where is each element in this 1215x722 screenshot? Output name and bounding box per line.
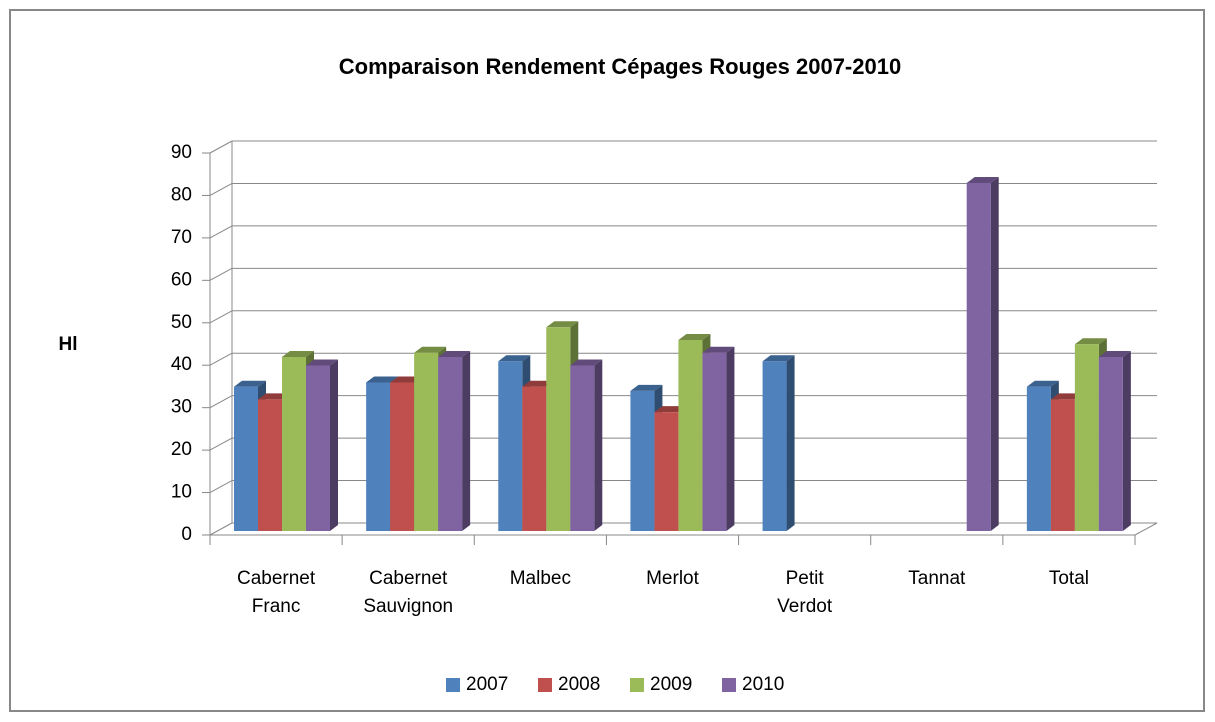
bar-top: [306, 359, 338, 366]
chart-border: [9, 9, 1205, 712]
bar: [1050, 399, 1075, 531]
bar: [1026, 386, 1051, 531]
y-axis-label: Hl: [59, 334, 78, 355]
legend-label: 2007: [466, 674, 508, 695]
bar: [306, 365, 330, 531]
bar: [390, 382, 415, 531]
grid-line: [209, 225, 233, 239]
bar: [498, 361, 523, 531]
bar-top: [546, 321, 579, 328]
legend-swatch: [630, 678, 644, 692]
legend-swatch: [722, 678, 736, 692]
legend-label: 2009: [650, 674, 692, 695]
bar: [234, 386, 258, 531]
bar: [1098, 356, 1123, 531]
legend-label: 2008: [558, 674, 600, 695]
bar: [366, 382, 391, 531]
x-tick-label: Total: [1049, 568, 1089, 589]
bar-top: [498, 355, 531, 362]
bar-side: [786, 355, 795, 531]
y-tick-label: 40: [171, 354, 192, 375]
y-tick-label: 30: [171, 397, 192, 418]
bar-side: [462, 350, 471, 531]
legend-label: 2010: [742, 674, 784, 695]
bar-top: [702, 346, 735, 353]
bar: [546, 327, 571, 531]
axis-line: [1134, 522, 1158, 536]
bar-top: [414, 346, 447, 353]
y-tick-label: 80: [171, 184, 192, 205]
x-tick-label: Cabernet Sauvignon: [363, 568, 453, 617]
x-tick-label: Malbec: [510, 568, 571, 589]
bar-top: [966, 176, 999, 183]
legend-swatch: [446, 678, 460, 692]
bar-top: [762, 355, 795, 362]
bar-top: [678, 334, 711, 340]
bar-top: [234, 380, 266, 387]
bar-top: [570, 359, 603, 366]
bar: [762, 361, 787, 531]
bar: [630, 390, 655, 531]
grid-line: [209, 395, 233, 409]
grid-line: [209, 352, 233, 366]
x-tick-label: Petit Verdot: [777, 568, 833, 617]
y-tick-label: 0: [181, 524, 192, 545]
bar: [678, 340, 703, 531]
y-tick-label: 70: [171, 227, 192, 248]
bar: [654, 412, 679, 531]
grid-line: [209, 437, 233, 451]
y-tick-label: 60: [171, 269, 192, 290]
bar-top: [1074, 338, 1107, 345]
bar-side: [726, 346, 735, 531]
grid-line: [209, 522, 233, 536]
bar: [702, 352, 727, 531]
grid-line: [209, 183, 233, 196]
x-tick-label: Tannat: [908, 568, 966, 589]
grid-line: [209, 480, 233, 493]
grid-line: [209, 140, 233, 154]
bar-side: [1122, 350, 1131, 531]
bar-side: [594, 359, 603, 531]
x-tick-label: Cabernet Franc: [237, 568, 316, 617]
bar-top: [1026, 380, 1059, 387]
bar-top: [366, 376, 399, 383]
y-tick-label: 10: [171, 482, 192, 503]
bar-top: [282, 350, 314, 357]
grid-line: [209, 267, 233, 281]
bar: [1074, 344, 1099, 531]
bar-top: [438, 350, 471, 357]
bar-side: [990, 176, 999, 531]
bar: [966, 182, 991, 531]
y-tick-label: 50: [171, 312, 192, 333]
chart-title: Comparaison Rendement Cépages Rouges 200…: [339, 54, 901, 79]
grid-line: [209, 310, 233, 324]
bar-top: [630, 384, 663, 391]
bar: [570, 365, 595, 531]
bar-side: [330, 359, 338, 531]
bar: [282, 356, 306, 531]
bar: [258, 399, 282, 531]
y-tick-label: 90: [171, 142, 192, 163]
bar-top: [1098, 350, 1131, 357]
bar: [522, 386, 547, 531]
bar: [438, 356, 463, 531]
x-tick-label: Merlot: [646, 568, 700, 589]
legend-swatch: [538, 678, 552, 692]
y-tick-label: 20: [171, 439, 192, 460]
bar: [414, 352, 439, 531]
